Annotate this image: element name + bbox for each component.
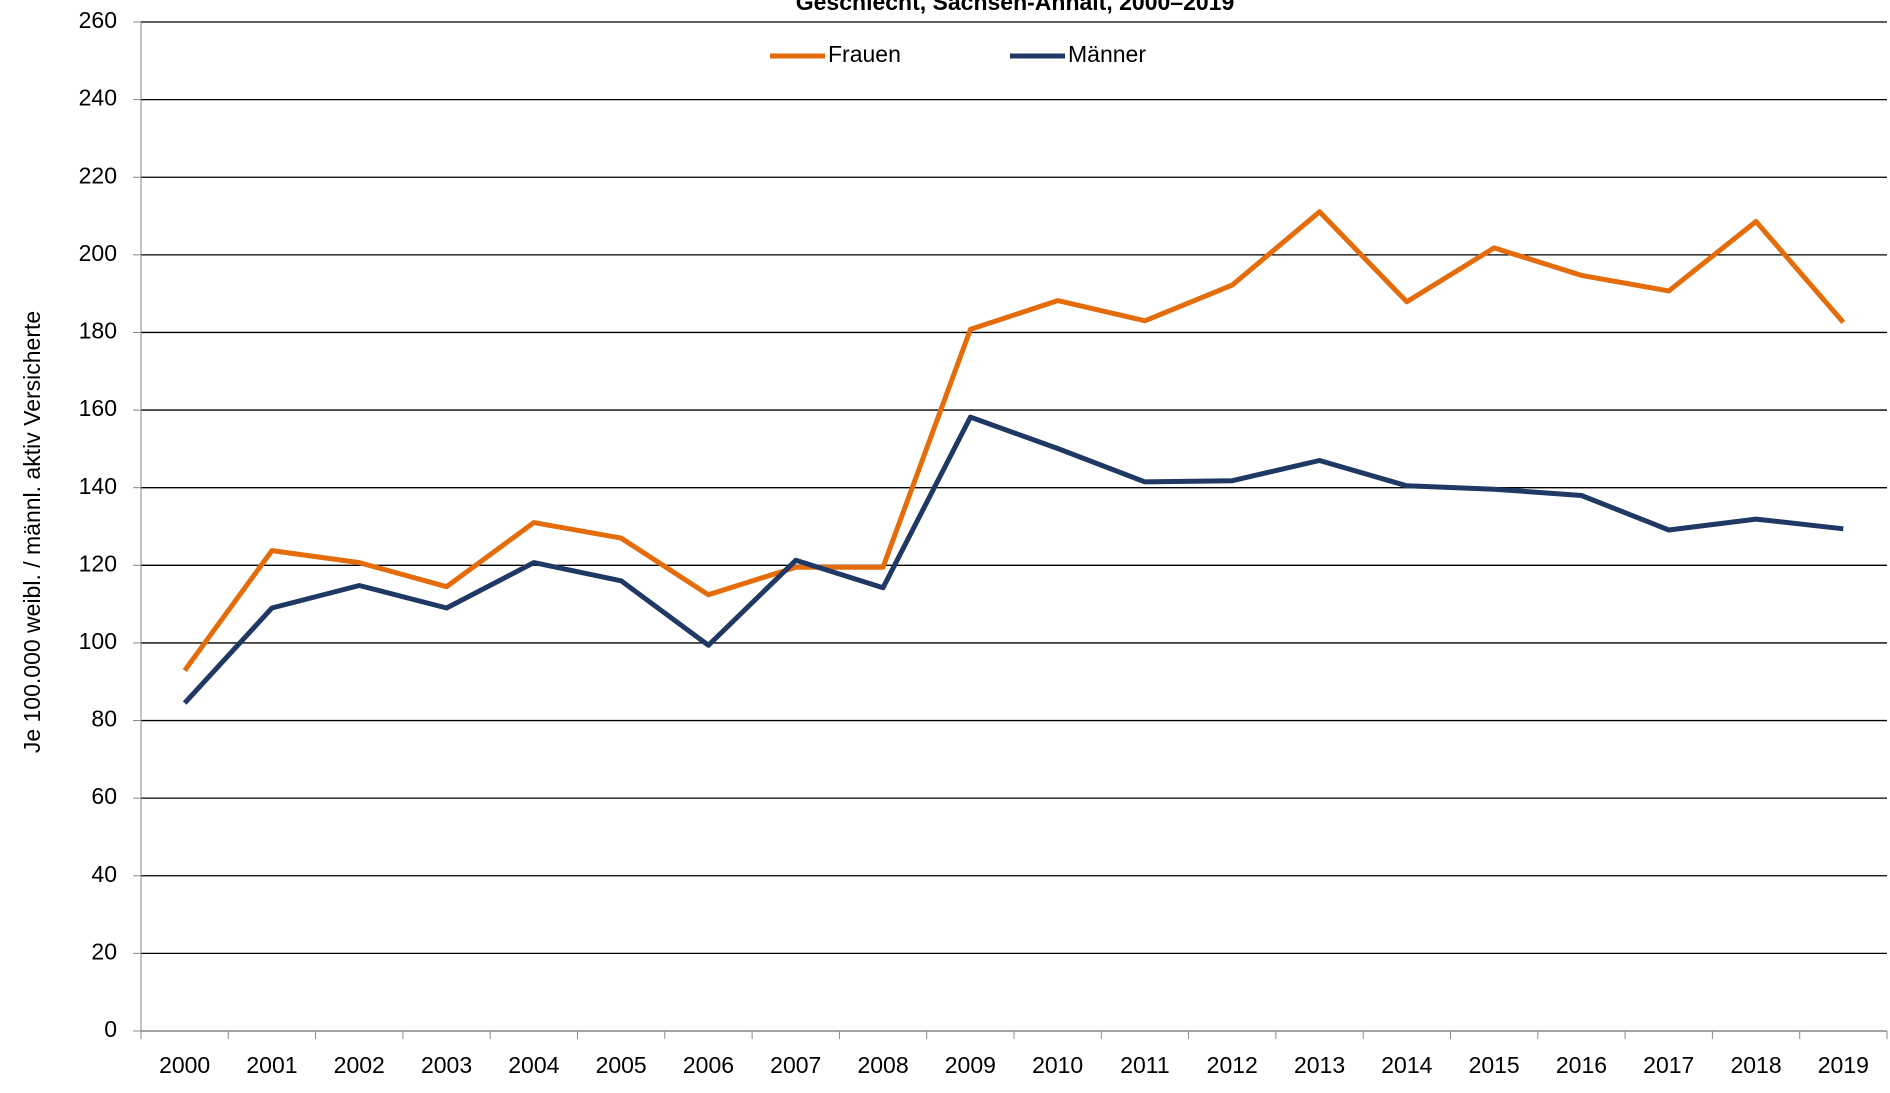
y-tick-label: 240 [79,85,117,111]
x-tick-label: 2018 [1730,1052,1781,1078]
y-tick-label: 220 [79,162,117,188]
chart-title: Geschlecht, Sachsen-Anhalt, 2000–2019 [796,0,1235,15]
x-tick-label: 2011 [1120,1052,1169,1078]
x-tick-label: 2005 [596,1052,647,1078]
y-tick-label: 0 [104,1016,117,1042]
x-tick-label: 2016 [1556,1052,1607,1078]
y-tick-label: 140 [79,473,117,499]
y-axis-label: Je 100.000 weibl. / männl. aktiv Versich… [19,311,45,753]
x-tick-label: 2004 [508,1052,559,1078]
y-tick-label: 260 [79,7,117,33]
y-tick-label: 40 [91,861,117,887]
legend-label: Frauen [828,41,901,67]
y-tick-label: 60 [91,783,117,809]
y-tick-label: 100 [79,628,117,654]
x-tick-label: 2012 [1207,1052,1258,1078]
y-tick-label: 120 [79,550,117,576]
x-tick-label: 2000 [159,1052,210,1078]
series-line [182,209,1846,672]
legend-label: Männer [1068,41,1146,67]
x-tick-label: 2008 [857,1052,908,1078]
x-tick-label: 2015 [1469,1052,1520,1078]
y-tick-label: 200 [79,240,117,266]
y-tick-label: 160 [79,395,117,421]
x-tick-label: 2019 [1818,1052,1869,1078]
x-tick-label: 2002 [334,1052,385,1078]
x-tick-label: 2007 [770,1052,821,1078]
x-tick-label: 2017 [1643,1052,1694,1078]
x-tick-label: 2013 [1294,1052,1345,1078]
x-tick-label: 2010 [1032,1052,1083,1078]
series-line [182,414,1844,705]
x-tick-label: 2009 [945,1052,996,1078]
x-tick-label: 2014 [1381,1052,1432,1078]
x-tick-label: 2003 [421,1052,472,1078]
x-tick-label: 2006 [683,1052,734,1078]
y-tick-label: 80 [91,706,117,732]
y-tick-label: 20 [91,938,117,964]
y-tick-label: 180 [79,318,117,344]
x-tick-label: 2001 [246,1052,297,1078]
